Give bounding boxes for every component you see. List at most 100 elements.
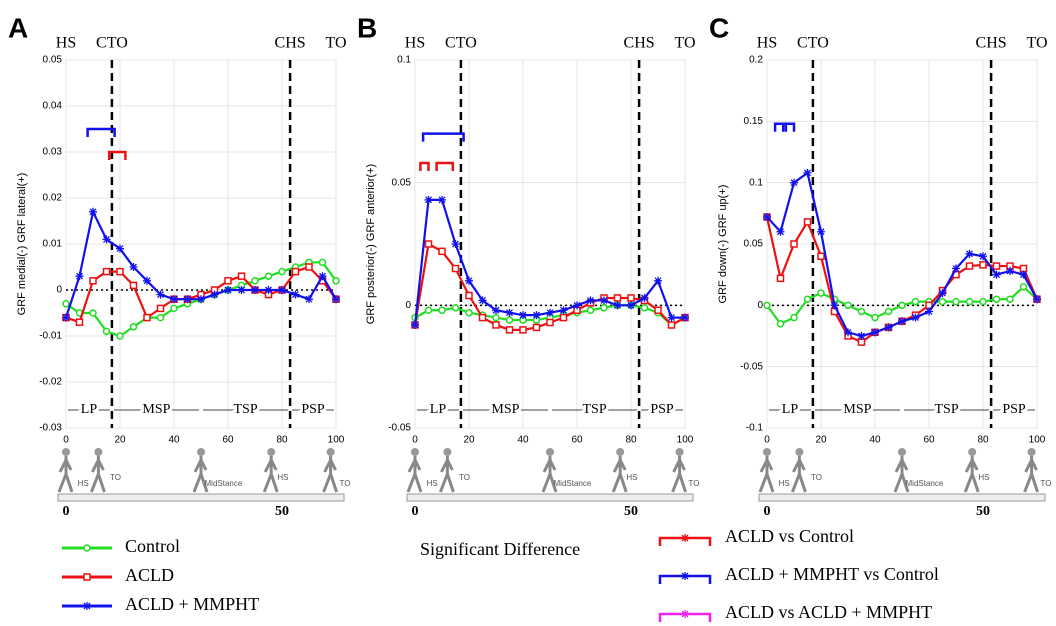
x-tick-label: 100: [1029, 435, 1046, 446]
marker: [332, 295, 340, 304]
marker: [911, 313, 920, 322]
marker: [237, 272, 246, 280]
figure-body: [893, 456, 910, 493]
y-tick-label: 0.05: [43, 55, 63, 66]
marker: [871, 313, 879, 322]
x-tick-label: 40: [869, 435, 881, 446]
gait-figure: [192, 448, 209, 493]
gait-label: HS: [78, 479, 89, 488]
significance-title: Significant Difference: [420, 539, 580, 559]
significance-label: ACLD vs Control: [725, 526, 854, 546]
phase-label: PSP: [301, 402, 325, 417]
marker: [305, 263, 313, 271]
figure-body: [439, 456, 455, 493]
figure-head: [763, 448, 771, 456]
event-label: CTO: [797, 35, 829, 52]
gait-label: TO: [1041, 479, 1052, 488]
marker: [681, 572, 689, 580]
marker: [1019, 283, 1028, 291]
marker: [790, 240, 798, 248]
marker: [532, 323, 541, 332]
marker: [116, 244, 124, 253]
y-tick-label: 0.05: [744, 239, 764, 250]
panel-letter: B: [357, 12, 377, 43]
marker: [170, 304, 178, 313]
phase-label: PSP: [1002, 402, 1026, 417]
marker: [438, 247, 446, 256]
gait-label: TO: [689, 479, 700, 488]
x-tick-label: 60: [222, 435, 234, 446]
marker: [992, 270, 1001, 279]
marker: [600, 296, 608, 305]
gait-figure: [893, 448, 910, 493]
gait-figure: [671, 448, 688, 493]
y-tick-label: -0.01: [39, 331, 62, 342]
marker: [898, 301, 906, 310]
y-axis-label: GRF down(-) GRF up(+): [717, 185, 729, 304]
marker: [237, 286, 246, 294]
marker: [803, 295, 812, 303]
gait-figure: [1023, 448, 1040, 493]
marker: [170, 295, 178, 304]
y-tick-label: 0: [56, 285, 62, 296]
marker: [116, 332, 124, 340]
marker: [519, 326, 527, 334]
marker: [965, 297, 974, 306]
marker: [318, 272, 327, 281]
legend-label: Control: [125, 536, 180, 556]
marker: [505, 326, 514, 334]
gait-label: MidStance: [554, 479, 592, 488]
figure-head: [197, 448, 205, 456]
marker: [424, 306, 433, 314]
event-label: CTO: [445, 35, 477, 52]
y-tick-label: 0.1: [749, 177, 763, 188]
phase-label: LP: [81, 402, 98, 417]
marker: [1019, 264, 1028, 273]
y-tick-label: 0: [757, 300, 763, 311]
gait-figure: [611, 448, 628, 493]
marker: [89, 309, 97, 317]
marker: [129, 281, 138, 290]
marker: [465, 291, 473, 300]
marker: [83, 544, 91, 552]
gait-bar: [406, 493, 694, 502]
marker: [790, 178, 798, 187]
marker: [925, 307, 933, 316]
figure-body: [791, 456, 807, 493]
gait-figure: [758, 448, 775, 493]
marker: [952, 297, 960, 306]
y-tick-label: -0.03: [39, 423, 62, 434]
phase-label: MSP: [491, 402, 519, 417]
panel-letter: C: [709, 12, 729, 43]
marker: [817, 289, 825, 297]
marker: [546, 308, 554, 317]
phase-label: TSP: [934, 402, 958, 417]
event-label: TO: [1026, 35, 1047, 52]
event-label: CHS: [624, 35, 655, 52]
y-tick-label: -0.02: [39, 377, 62, 388]
marker: [492, 313, 500, 322]
marker: [613, 294, 622, 302]
x-tick-label: 80: [276, 435, 288, 446]
marker: [332, 277, 340, 285]
marker: [143, 313, 151, 322]
marker: [438, 306, 446, 314]
phase-label: MSP: [843, 402, 871, 417]
gait-tick-label: 0: [63, 504, 70, 519]
figure-head: [898, 448, 906, 456]
figure-body: [611, 456, 628, 493]
figure-head: [267, 448, 276, 456]
gait-figure: [963, 448, 980, 493]
marker: [411, 320, 419, 329]
y-axis-label: GRF medial(-) GRF lateral(+): [16, 173, 28, 316]
marker: [857, 332, 866, 340]
marker: [519, 311, 527, 320]
marker: [116, 267, 124, 276]
figure-body: [192, 456, 209, 493]
event-label: CHS: [976, 35, 1007, 52]
marker: [992, 295, 1001, 303]
marker: [965, 262, 974, 270]
marker: [492, 306, 500, 315]
marker: [898, 317, 906, 326]
x-tick-label: 40: [517, 435, 529, 446]
